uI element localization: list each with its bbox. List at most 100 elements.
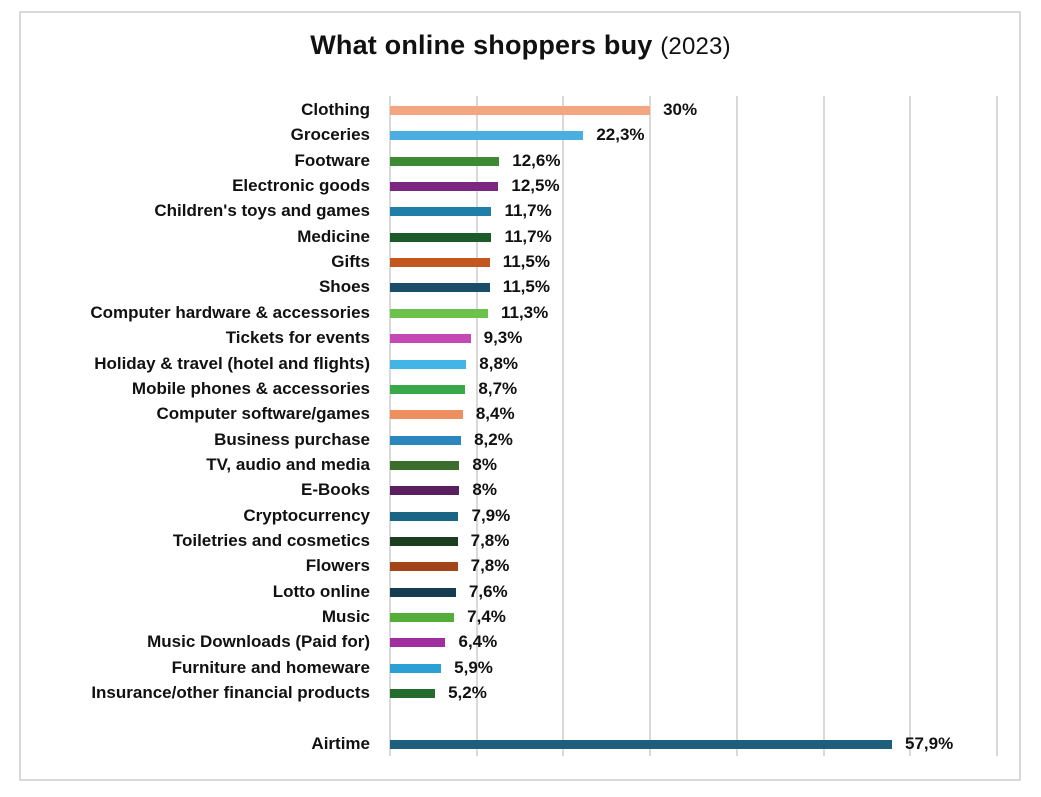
category-label: Mobile phones & accessories — [131, 378, 370, 398]
bar — [390, 207, 492, 217]
chart-title-year: (2023) — [660, 33, 731, 60]
bar-row: Computer hardware & accessories 11,3% — [0, 303, 1041, 323]
bar — [390, 511, 459, 521]
bar — [390, 435, 462, 445]
value-label: 8,8% — [479, 353, 519, 373]
bar-row: Flowers 7,8% — [0, 556, 1041, 576]
bar — [390, 156, 500, 166]
value-label: 11,5% — [502, 252, 550, 272]
bar — [390, 536, 458, 546]
bar-row: Tickets for events 9,3% — [0, 328, 1041, 348]
gridline-40 — [735, 96, 738, 756]
bar-row: Medicine 11,7% — [0, 227, 1041, 247]
category-label: Tickets for events — [225, 328, 370, 348]
gridline-0 — [389, 96, 391, 756]
gridline-60 — [909, 96, 912, 756]
bar-row: E-Books 8% — [0, 480, 1041, 500]
bar — [390, 562, 458, 572]
value-label: 8% — [472, 454, 497, 474]
chart-title-main: What online shoppers buy — [310, 30, 653, 60]
category-label: Flowers — [305, 556, 370, 576]
bar-row: Business purchase 8,2% — [0, 430, 1041, 450]
bar — [390, 460, 460, 470]
value-label: 7,4% — [467, 607, 506, 626]
bar — [390, 359, 467, 369]
value-label: 7,6% — [468, 581, 508, 601]
category-label: Children's toys and games — [154, 201, 370, 221]
category-label: Toiletries and cosmetics — [172, 530, 370, 550]
bar-row: Electronic goods 12,5% — [0, 176, 1041, 196]
bar-row: Holiday & travel (hotel and flights) 8,8% — [0, 354, 1041, 374]
category-label: Groceries — [290, 125, 370, 145]
gridline-50 — [822, 96, 825, 756]
value-label: 8,7% — [478, 378, 518, 398]
category-label: Holiday & travel (hotel and flights) — [94, 353, 370, 373]
value-label: 7,8% — [470, 556, 510, 576]
value-label: 6,4% — [458, 632, 498, 652]
bar-row: Furniture and homeware 5,9% — [0, 658, 1041, 678]
bar-row: Groceries 22,3% — [0, 125, 1041, 145]
bar-row: Toiletries and cosmetics 7,8% — [0, 531, 1041, 551]
category-label: Computer software/games — [156, 404, 371, 424]
category-label: Computer hardware & accessories — [90, 302, 370, 322]
value-label: 7,9% — [471, 505, 511, 525]
value-label: 57,9% — [904, 733, 954, 753]
category-label: Furniture and homeware — [171, 657, 370, 677]
chart-title: What online shoppers buy (2023) — [0, 30, 1041, 61]
value-label: 9,3% — [483, 328, 523, 348]
category-label: Insurance/other financial products — [91, 683, 370, 703]
bar-row: Children's toys and games 11,7% — [0, 201, 1041, 221]
category-label: Medicine — [297, 226, 370, 246]
bar-row: Mobile phones & accessories 8,7% — [0, 379, 1041, 399]
bar — [390, 106, 651, 115]
value-label: 11,5% — [502, 277, 550, 297]
gridline-70 — [995, 96, 998, 756]
value-label: 11,7% — [504, 201, 552, 221]
bar — [390, 689, 436, 699]
value-label: 22,3% — [596, 125, 645, 145]
value-label: 12,6% — [512, 150, 561, 170]
category-label: Music Downloads (Paid for) — [147, 632, 370, 652]
bar — [390, 283, 490, 293]
value-label: 8,4% — [475, 404, 515, 424]
bar-row: Airtime 57,9% — [0, 734, 1041, 754]
value-label: 7,8% — [470, 530, 510, 550]
value-label: 11,3% — [500, 302, 549, 322]
bar-row: Music 7,4% — [0, 607, 1041, 627]
bar-row: Clothing 30% — [0, 100, 1041, 120]
category-label: Gifts — [331, 252, 370, 272]
value-label: 30% — [663, 100, 698, 119]
bar — [390, 258, 490, 268]
value-label: 5,2% — [448, 683, 487, 703]
bar — [390, 410, 463, 420]
bar — [390, 663, 442, 673]
category-label: Cryptocurrency — [243, 505, 370, 525]
bar — [390, 587, 456, 597]
chart-frame — [19, 11, 1021, 781]
category-label: Business purchase — [214, 429, 370, 449]
bar-row: Footware 12,6% — [0, 151, 1041, 171]
gridline-30 — [649, 96, 652, 756]
bar-row: Music Downloads (Paid for) 6,4% — [0, 632, 1041, 652]
value-label: 12,5% — [511, 176, 560, 196]
bar — [390, 182, 499, 192]
gridline-10 — [475, 96, 478, 756]
bar — [390, 334, 471, 344]
category-label: Lotto online — [272, 581, 370, 601]
category-label: E-Books — [301, 480, 370, 500]
bar — [390, 638, 446, 648]
bar-row: Cryptocurrency 7,9% — [0, 506, 1041, 526]
bar-row: TV, audio and media 8% — [0, 455, 1041, 475]
bar-row: Lotto online 7,6% — [0, 582, 1041, 602]
bar — [390, 131, 584, 141]
category-label: Footware — [294, 150, 370, 170]
category-label: Airtime — [311, 733, 370, 753]
bar — [390, 486, 460, 496]
bar-row: Gifts 11,5% — [0, 252, 1041, 272]
value-label: 5,9% — [454, 657, 493, 677]
value-label: 8% — [472, 480, 497, 500]
category-label: Shoes — [318, 277, 370, 297]
bar-row: Insurance/other financial products 5,2% — [0, 683, 1041, 703]
bar — [390, 384, 466, 394]
